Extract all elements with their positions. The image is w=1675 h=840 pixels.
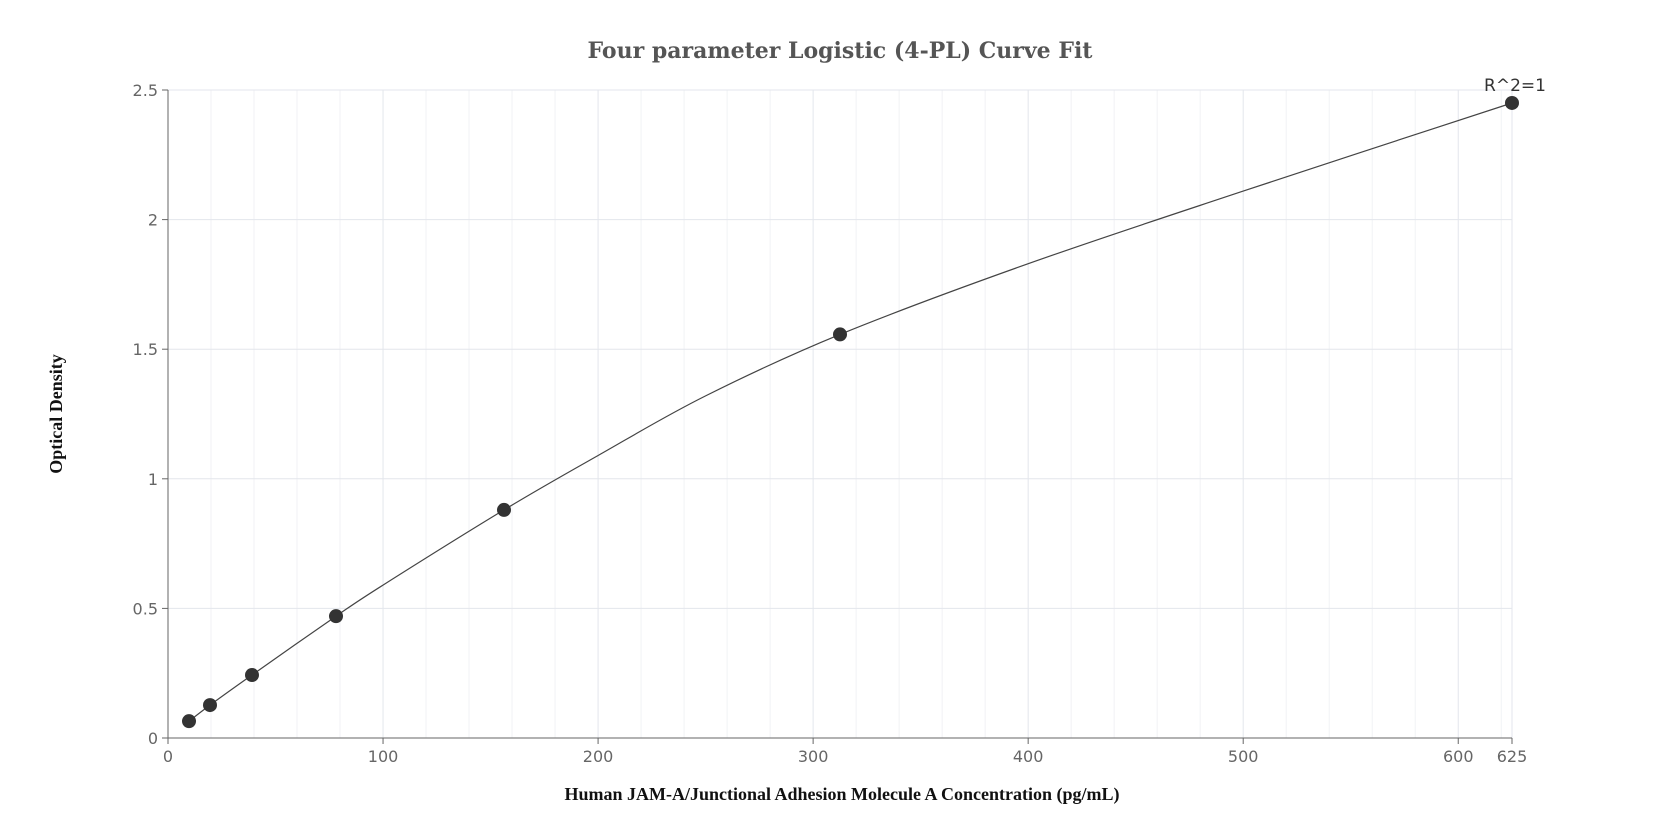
y-axis-ticks: 0 0.5 1 1.5 2 2.5 bbox=[133, 81, 168, 748]
x-tick-label: 300 bbox=[798, 747, 829, 766]
x-axis-ticks: 0 100 200 300 400 500 600 625 bbox=[163, 738, 1527, 766]
data-point bbox=[182, 714, 197, 729]
y-tick-label: 1 bbox=[148, 470, 158, 489]
curve-line bbox=[188, 102, 1513, 722]
y-tick-label: 2 bbox=[148, 211, 158, 230]
y-tick-label: 2.5 bbox=[133, 81, 158, 100]
data-point bbox=[833, 327, 847, 342]
x-axis-label: Human JAM-A/Junctional Adhesion Molecule… bbox=[564, 784, 1119, 805]
x-tick-label: 0 bbox=[163, 747, 173, 766]
x-tick-label: 200 bbox=[583, 747, 614, 766]
y-tick-label: 1.5 bbox=[133, 340, 158, 359]
data-point bbox=[497, 502, 511, 517]
x-tick-label: 100 bbox=[368, 747, 399, 766]
data-point bbox=[1505, 95, 1519, 110]
axes bbox=[167, 90, 1512, 739]
chart-title: Four parameter Logistic (4-PL) Curve Fit bbox=[588, 38, 1094, 64]
y-tick-label: 0 bbox=[148, 729, 158, 748]
data-point bbox=[202, 698, 217, 713]
x-tick-label: 400 bbox=[1013, 747, 1044, 766]
data-point bbox=[244, 668, 259, 683]
y-axis-label: Optical Density bbox=[46, 354, 66, 474]
x-tick-label: 625 bbox=[1497, 747, 1528, 766]
r-squared-annotation: R^2=1 bbox=[1484, 76, 1546, 96]
fitted-curve bbox=[188, 102, 1513, 722]
grid bbox=[168, 89, 1513, 738]
data-point bbox=[329, 609, 344, 624]
x-tick-label: 600 bbox=[1443, 747, 1474, 766]
data-points bbox=[182, 95, 1519, 729]
y-tick-label: 0.5 bbox=[133, 599, 158, 618]
x-tick-label: 500 bbox=[1228, 747, 1259, 766]
